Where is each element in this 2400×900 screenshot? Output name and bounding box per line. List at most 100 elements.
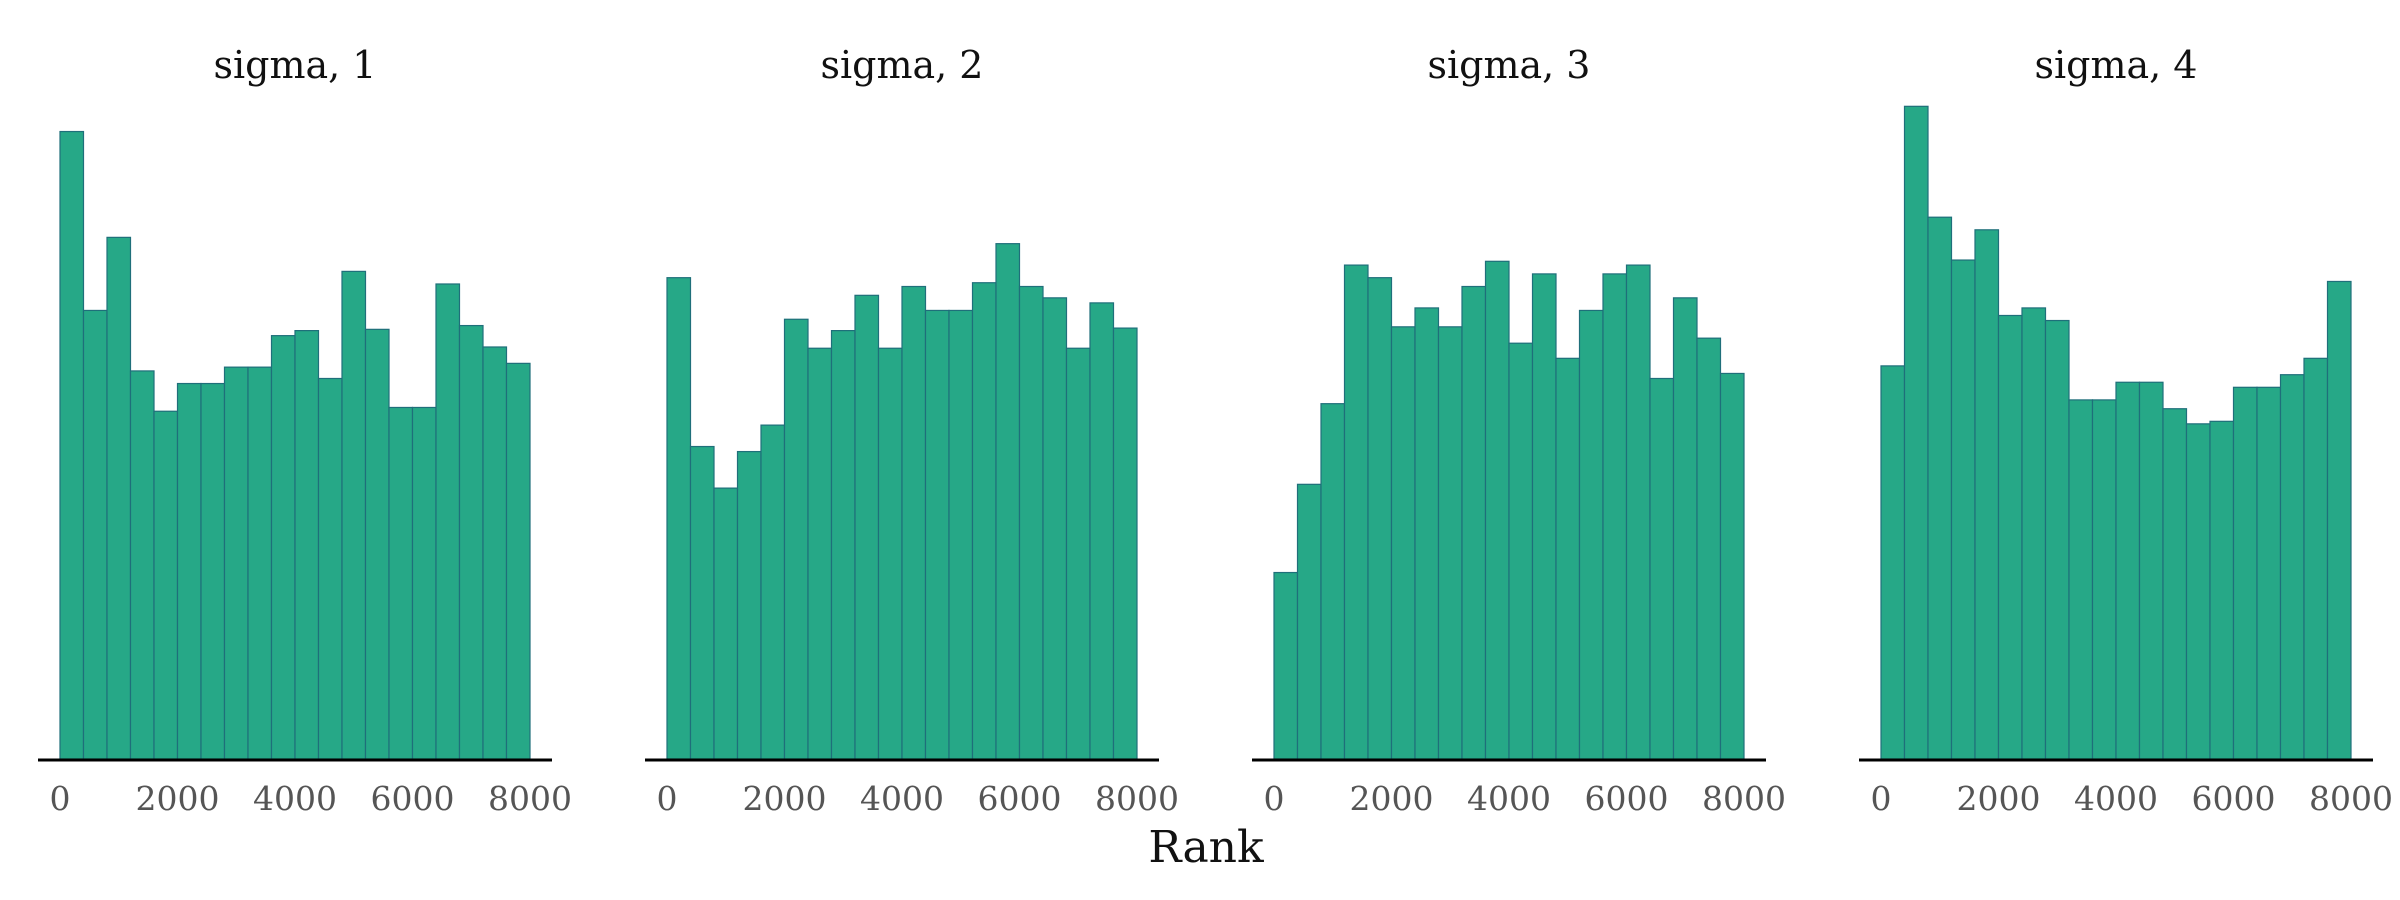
- x-tick-label: 6000: [2192, 779, 2276, 818]
- histogram-bar: [59, 130, 85, 760]
- histogram-bar: [82, 309, 108, 760]
- panel-4: sigma, 4 0 2000 4000 6000 8000: [1859, 43, 2393, 818]
- x-tick-label: 2000: [743, 779, 827, 818]
- histogram-bar: [2209, 420, 2235, 760]
- histogram-bar: [948, 309, 974, 760]
- histogram-bar: [1437, 326, 1463, 760]
- histogram-bar: [505, 362, 531, 760]
- histogram-bar: [736, 450, 762, 760]
- panel-2: sigma, 2 0 2000 4000 6000 8000: [645, 43, 1179, 818]
- histogram-bar: [364, 328, 390, 760]
- histogram-bar: [901, 285, 927, 760]
- histogram-bar: [458, 324, 484, 760]
- histogram-bar: [341, 270, 367, 760]
- histogram-bar: [1696, 337, 1722, 760]
- histogram-bar: [1296, 483, 1322, 760]
- histogram-bar: [1089, 302, 1115, 760]
- histogram-bar: [1997, 314, 2023, 760]
- histogram-bar: [1018, 285, 1044, 760]
- histogram-bar: [2115, 381, 2141, 760]
- histogram-bar: [2068, 399, 2094, 760]
- histogram-bar: [2279, 374, 2305, 760]
- x-tick-label: 2000: [1957, 779, 2041, 818]
- panel-title: sigma, 4: [2034, 43, 2197, 87]
- histogram-bar: [854, 294, 880, 760]
- histogram-bar: [2256, 386, 2282, 760]
- panel-1: sigma, 1 0 2000 4000 6000 8000: [38, 43, 572, 818]
- histogram-bar: [270, 335, 296, 760]
- histogram-bar: [2232, 386, 2258, 760]
- histogram-bar: [877, 347, 903, 760]
- histogram-bar: [2044, 319, 2070, 760]
- histogram-bar: [1578, 309, 1604, 760]
- histogram-bar: [317, 377, 343, 760]
- x-tick-label: 6000: [1585, 779, 1669, 818]
- histogram-bar: [1484, 260, 1510, 760]
- x-tick-label: 6000: [371, 779, 455, 818]
- x-tick-label: 0: [657, 779, 678, 818]
- histogram-bar: [1974, 229, 2000, 760]
- histogram-bar: [482, 346, 508, 760]
- histogram-bar: [760, 424, 786, 760]
- histogram-bar: [1950, 259, 1976, 760]
- histogram-bar: [1903, 105, 1929, 760]
- histogram-bar: [1880, 365, 1906, 760]
- x-tick-label: 8000: [1702, 779, 1786, 818]
- histogram-bar: [294, 330, 320, 760]
- histogram-bar: [1508, 342, 1534, 760]
- histogram-bar: [1602, 273, 1628, 760]
- histogram-bar: [2091, 399, 2117, 760]
- histogram-bar: [1065, 347, 1091, 760]
- histogram-bar: [689, 445, 715, 760]
- histogram-bar: [223, 366, 249, 760]
- x-tick-label: 4000: [2074, 779, 2158, 818]
- histogram-bar: [713, 487, 739, 760]
- histogram-bar: [830, 330, 856, 760]
- x-tick-label: 8000: [1095, 779, 1179, 818]
- histogram-bar: [106, 236, 132, 760]
- panel-title: sigma, 1: [213, 43, 376, 87]
- x-tick-label: 0: [50, 779, 71, 818]
- x-tick-label: 0: [1871, 779, 1892, 818]
- histogram-bar: [388, 406, 414, 760]
- histogram-bar: [1367, 277, 1393, 760]
- histogram-bar: [1461, 285, 1487, 760]
- histogram-bar: [807, 347, 833, 760]
- histogram-bar: [1531, 273, 1557, 760]
- histogram-bar: [247, 366, 273, 760]
- histogram-bar: [995, 243, 1021, 760]
- histogram-bar: [1320, 403, 1346, 760]
- histogram-bar: [1112, 327, 1138, 760]
- histogram-bar: [1719, 372, 1745, 760]
- histogram-bar: [200, 382, 226, 760]
- histogram-bar: [783, 318, 809, 760]
- histogram-bar: [924, 309, 950, 760]
- x-tick-label: 2000: [1350, 779, 1434, 818]
- x-tick-label: 4000: [253, 779, 337, 818]
- histogram-bar: [1927, 216, 1953, 760]
- x-tick-label: 4000: [860, 779, 944, 818]
- x-tick-label: 2000: [136, 779, 220, 818]
- histogram-bar: [2185, 423, 2211, 760]
- x-tick-label: 0: [1264, 779, 1285, 818]
- histogram-bar: [2326, 280, 2352, 760]
- panel-title: sigma, 2: [820, 43, 983, 87]
- histogram-bar: [1555, 357, 1581, 760]
- panel-3: sigma, 3 0 2000 4000 6000 8000: [1252, 43, 1786, 818]
- histogram-bar: [153, 410, 179, 760]
- histogram-bar: [1390, 326, 1416, 760]
- histogram-bar: [1672, 297, 1698, 760]
- panel-title: sigma, 3: [1427, 43, 1590, 87]
- histogram-bar: [1343, 264, 1369, 760]
- histogram-bar: [2021, 307, 2047, 760]
- x-tick-label: 4000: [1467, 779, 1551, 818]
- histogram-bar: [1273, 571, 1299, 760]
- x-tick-label: 6000: [978, 779, 1062, 818]
- histogram-bar: [666, 277, 692, 760]
- histogram-bar: [1042, 297, 1068, 760]
- histogram-bar: [1649, 377, 1675, 760]
- histogram-bar: [1414, 307, 1440, 760]
- histogram-bar: [411, 406, 437, 760]
- histogram-bar: [1625, 264, 1651, 760]
